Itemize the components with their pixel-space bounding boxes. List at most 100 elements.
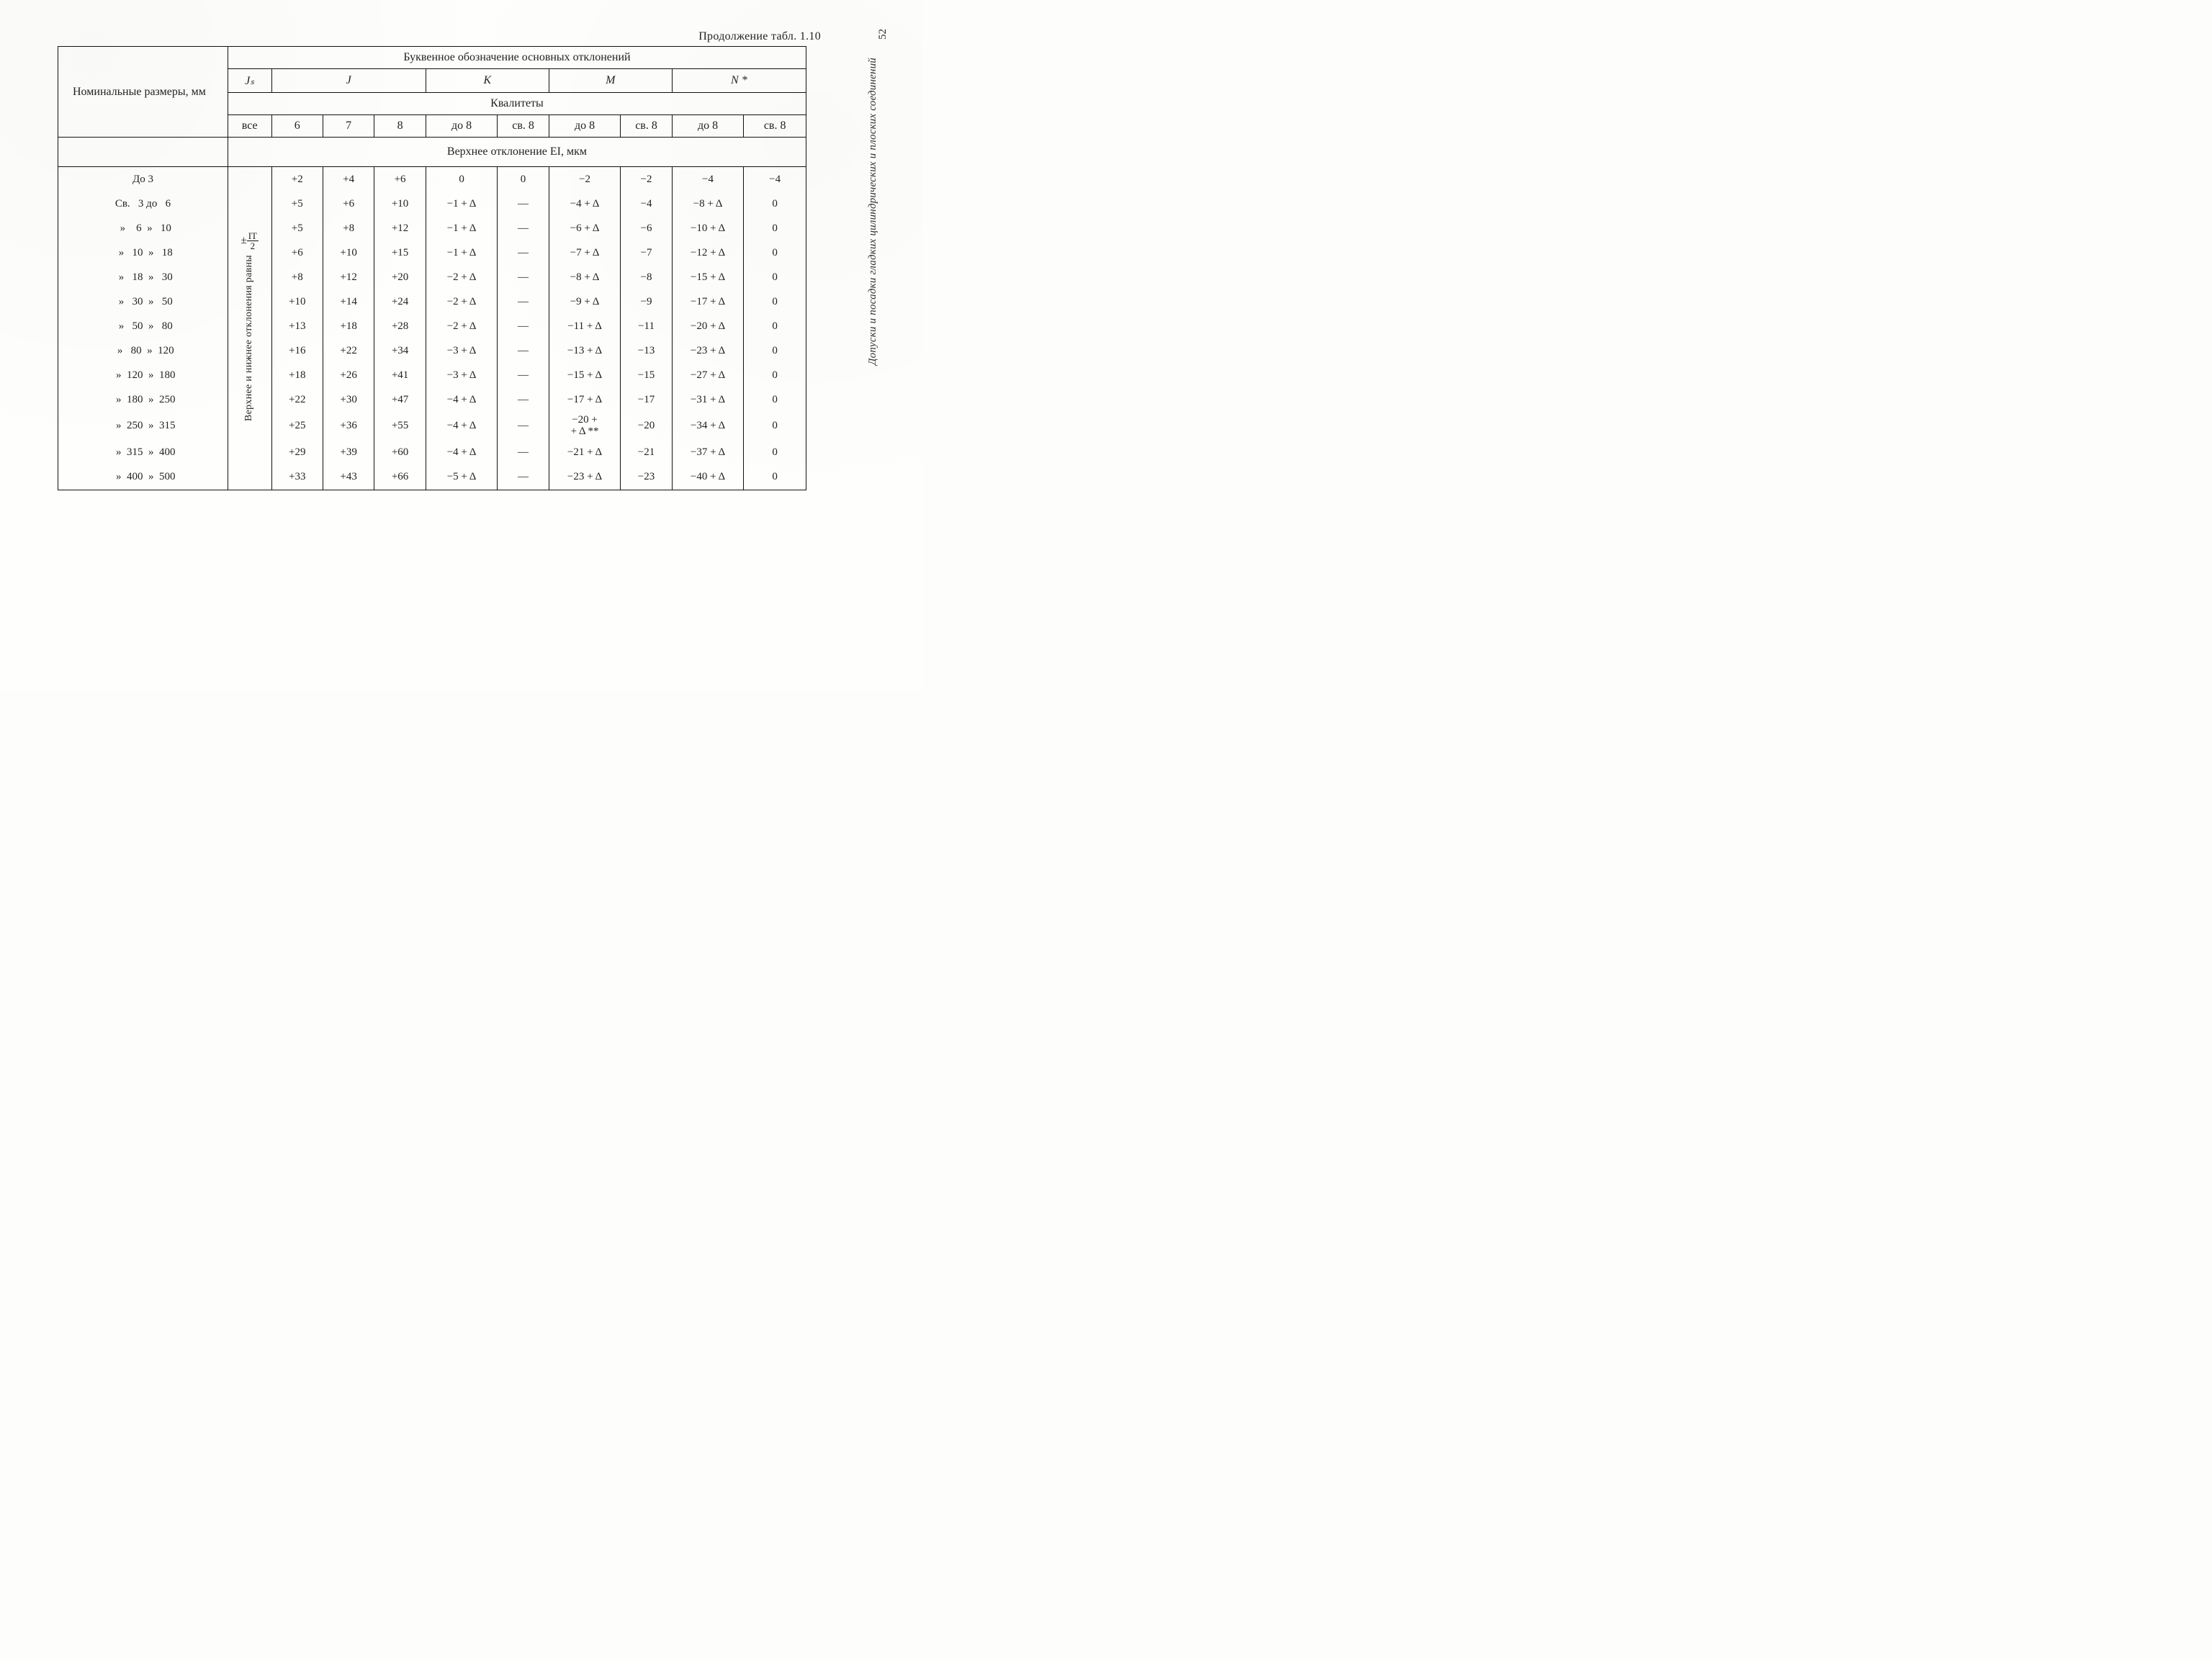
cell-k_hi: — <box>498 265 549 289</box>
table-row: » 180 » 250 +22+30+47−4 + Δ—−17 + Δ−17−31… <box>58 387 806 412</box>
cell-m_hi: −23 <box>621 465 672 490</box>
cell-n_lo: −23 + Δ <box>672 338 744 363</box>
js-vertical-note: Верхнее и нижнее отклонения равны <box>243 255 256 421</box>
cell-k_lo: −4 + Δ <box>426 441 498 465</box>
cell-m_lo: −17 + Δ <box>549 387 621 412</box>
cell-k_lo: −3 + Δ <box>426 363 498 387</box>
cell-j6: +16 <box>271 338 323 363</box>
cell-n_hi: 0 <box>744 465 806 490</box>
row-size-label: » 180 » 250 <box>58 387 228 412</box>
cell-n_lo: −37 + Δ <box>672 441 744 465</box>
cell-j7: +30 <box>323 387 374 412</box>
header-sub-k-hi: св. 8 <box>498 115 549 138</box>
js-frac-bot: 2 <box>247 241 258 251</box>
header-sub-j7: 7 <box>323 115 374 138</box>
table-header: Номинальные размеры, мм Буквенное обозна… <box>58 47 806 167</box>
header-sub-j6: 6 <box>271 115 323 138</box>
table-row: Св. 3 до 6+5+6+10−1 + Δ—−4 + Δ−4−8 + Δ0 <box>58 192 806 216</box>
cell-k_lo: −3 + Δ <box>426 338 498 363</box>
cell-m_hi: −17 <box>621 387 672 412</box>
cell-j7: +43 <box>323 465 374 490</box>
row-size-label: » 80 » 120 <box>58 338 228 363</box>
cell-m_lo: −6 + Δ <box>549 216 621 240</box>
row-size-label: Св. 3 до 6 <box>58 192 228 216</box>
cell-m_lo: −4 + Δ <box>549 192 621 216</box>
cell-m_hi: −11 <box>621 314 672 338</box>
cell-n_lo: −20 + Δ <box>672 314 744 338</box>
cell-m_lo: −15 + Δ <box>549 363 621 387</box>
header-qualitets: Квалитеты <box>228 93 806 115</box>
cell-j7: +22 <box>323 338 374 363</box>
cell-k_hi: — <box>498 192 549 216</box>
cell-j7: +39 <box>323 441 374 465</box>
cell-n_hi: 0 <box>744 387 806 412</box>
row-size-label: » 400 » 500 <box>58 465 228 490</box>
cell-j7: +10 <box>323 240 374 265</box>
cell-k_lo: −4 + Δ <box>426 412 498 441</box>
cell-k_hi: — <box>498 387 549 412</box>
cell-k_hi: — <box>498 338 549 363</box>
cell-n_hi: 0 <box>744 363 806 387</box>
cell-m_lo: −11 + Δ <box>549 314 621 338</box>
cell-m_hi: −8 <box>621 265 672 289</box>
cell-j6: +2 <box>271 167 323 192</box>
row-size-label: До 3 <box>58 167 228 192</box>
cell-j8: +55 <box>374 412 426 441</box>
cell-j8: +60 <box>374 441 426 465</box>
header-sub-n-lo: до 8 <box>672 115 744 138</box>
table-row: » 120 » 180+18+26+41−3 + Δ—−15 + Δ−15−27… <box>58 363 806 387</box>
cell-j7: +12 <box>323 265 374 289</box>
cell-n_hi: −4 <box>744 167 806 192</box>
header-sub-m-lo: до 8 <box>549 115 621 138</box>
cell-j7: +36 <box>323 412 374 441</box>
cell-m_hi: −21 <box>621 441 672 465</box>
cell-m_lo: −13 + Δ <box>549 338 621 363</box>
header-rowlabel: Номинальные размеры, мм <box>58 47 228 138</box>
cell-j7: +4 <box>323 167 374 192</box>
table-row: До 3±IT2Верхнее и нижнее отклонения равн… <box>58 167 806 192</box>
table-row: » 250 » 315+25+36+55−4 + Δ—−20 + + Δ **−… <box>58 412 806 441</box>
cell-n_hi: 0 <box>744 265 806 289</box>
cell-n_lo: −31 + Δ <box>672 387 744 412</box>
cell-m_hi: −2 <box>621 167 672 192</box>
cell-m_lo: −21 + Δ <box>549 441 621 465</box>
cell-k_lo: 0 <box>426 167 498 192</box>
cell-j6: +13 <box>271 314 323 338</box>
page-number: 52 <box>877 29 889 40</box>
js-pm: ± <box>240 235 246 246</box>
header-sub-j8: 8 <box>374 115 426 138</box>
cell-n_lo: −8 + Δ <box>672 192 744 216</box>
cell-n_hi: 0 <box>744 192 806 216</box>
tolerances-table: Номинальные размеры, мм Буквенное обозна… <box>58 46 806 490</box>
cell-n_hi: 0 <box>744 314 806 338</box>
cell-k_hi: — <box>498 363 549 387</box>
table-row: » 80 » 120 +16+22+34−3 + Δ—−13 + Δ−13−23 … <box>58 338 806 363</box>
table-row: » 18 » 30+8+12+20−2 + Δ—−8 + Δ−8−15 + Δ0 <box>58 265 806 289</box>
cell-k_lo: −2 + Δ <box>426 289 498 314</box>
header-sub-k-lo: до 8 <box>426 115 498 138</box>
cell-m_lo: −23 + Δ <box>549 465 621 490</box>
cell-m_hi: −6 <box>621 216 672 240</box>
cell-k_hi: — <box>498 465 549 490</box>
cell-j6: +5 <box>271 192 323 216</box>
cell-m_lo: −9 + Δ <box>549 289 621 314</box>
cell-m_hi: −4 <box>621 192 672 216</box>
cell-j6: +6 <box>271 240 323 265</box>
cell-n_lo: −10 + Δ <box>672 216 744 240</box>
cell-j8: +34 <box>374 338 426 363</box>
scanned-page: Продолжение табл. 1.10 52 Допуски и поса… <box>0 0 922 691</box>
row-size-label: » 30 » 50 <box>58 289 228 314</box>
cell-k_lo: −2 + Δ <box>426 265 498 289</box>
header-col-m: M <box>549 69 672 93</box>
header-ei-title: Верхнее отклонение EI, мкм <box>228 138 806 167</box>
cell-j8: +12 <box>374 216 426 240</box>
cell-m_lo: −2 <box>549 167 621 192</box>
header-sub-n-hi: св. 8 <box>744 115 806 138</box>
cell-j6: +29 <box>271 441 323 465</box>
cell-j8: +24 <box>374 289 426 314</box>
cell-j8: +10 <box>374 192 426 216</box>
cell-j8: +47 <box>374 387 426 412</box>
cell-m_hi: −13 <box>621 338 672 363</box>
cell-j6: +22 <box>271 387 323 412</box>
cell-k_lo: −4 + Δ <box>426 387 498 412</box>
